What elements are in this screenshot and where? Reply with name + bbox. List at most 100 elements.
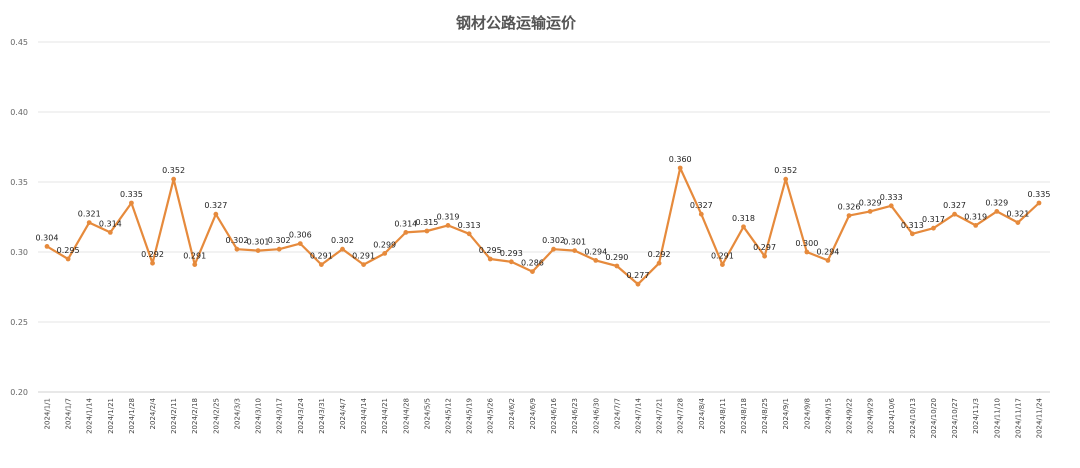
data-label: 0.319 [437,212,460,221]
data-label: 0.319 [964,212,987,221]
data-label: 0.291 [352,252,375,261]
x-tick-label: 2024/7/28 [677,398,685,434]
data-point [677,165,683,171]
data-point [783,176,789,182]
data-point [846,213,852,219]
data-point [466,231,472,237]
data-point [403,230,409,235]
data-label: 0.326 [838,203,861,212]
data-label: 0.313 [901,221,924,230]
data-label: 0.329 [859,198,882,207]
x-tick-label: 2024/6/16 [550,397,558,433]
x-tick-label: 2024/10/13 [909,398,917,438]
x-tick-label: 2024/8/4 [698,397,706,429]
data-point [1036,200,1042,206]
data-point [107,230,113,235]
data-label: 0.294 [816,247,839,256]
x-tick-label: 2024/5/5 [423,398,431,429]
x-tick-label: 2024/11/3 [972,398,980,434]
data-label: 0.302 [542,236,565,245]
x-tick-label: 2024/2/18 [191,398,199,434]
data-label: 0.327 [943,201,966,210]
data-label: 0.321 [1006,210,1029,219]
x-tick-label: 2024/3/17 [276,398,284,434]
x-tick-label: 2024/10/20 [930,398,938,438]
data-point [1015,220,1021,226]
x-tick-label: 2024/10/27 [951,398,959,438]
x-tick-label: 2024/8/18 [740,398,748,434]
data-label: 0.293 [500,249,523,258]
data-label: 0.295 [479,246,502,255]
data-label: 0.277 [627,271,650,280]
x-tick-label: 2024/3/3 [233,398,241,429]
x-tick-label: 2024/11/10 [993,398,1001,438]
x-tick-label: 2024/9/22 [846,398,854,434]
data-label: 0.302 [331,236,354,245]
data-label: 0.318 [732,214,755,223]
x-tick-label: 2024/7/14 [634,397,642,433]
data-label: 0.295 [57,246,80,255]
data-label: 0.333 [880,193,903,202]
x-tick-label: 2024/3/24 [297,397,305,433]
series-line [46,166,1040,286]
data-label: 0.317 [922,215,945,224]
x-tick-label: 2024/1/21 [107,398,115,434]
y-axis-ticks: 0.20 0.25 0.30 0.35 0.40 0.45 [10,38,28,397]
data-point [551,246,556,252]
data-point [973,223,979,228]
data-point [593,258,599,263]
data-point [340,246,345,252]
data-points [44,165,1042,287]
data-label: 0.302 [268,236,291,245]
data-point [276,246,282,252]
data-point [255,248,261,254]
chart-title: 钢材公路运输运价 [456,14,577,32]
data-point [487,256,493,262]
data-point [424,228,430,234]
x-tick-label: 2024/2/25 [212,398,220,434]
x-tick-label: 2024/10/6 [888,397,896,433]
data-point [698,211,704,217]
data-point [614,263,620,269]
data-point [508,259,514,265]
y-tick-label: 0.30 [10,248,28,257]
data-label: 0.321 [78,210,101,219]
data-point [234,246,240,252]
x-tick-label: 2024/9/1 [782,398,790,429]
data-point [44,244,50,249]
gridlines [38,41,1050,393]
data-label: 0.302 [226,236,249,245]
x-tick-label: 2024/5/26 [487,397,495,433]
data-point [909,231,915,237]
data-label: 0.315 [415,218,438,227]
x-tick-label: 2024/4/21 [381,398,389,434]
x-tick-label: 2024/4/14 [360,397,368,433]
data-point [572,248,578,254]
x-tick-label: 2024/11/24 [1036,397,1044,438]
data-label: 0.291 [183,252,206,261]
x-tick-label: 2024/6/23 [571,398,579,434]
data-point [635,281,641,287]
data-point [445,223,451,228]
data-label: 0.313 [458,221,481,230]
data-label: 0.300 [795,239,818,248]
data-point [297,241,303,247]
data-label: 0.306 [289,231,312,240]
x-tick-label: 2024/1/28 [128,398,136,434]
x-axis-ticks: 2024/1/1 2024/1/7 2024/1/14 2024/1/21 2024/1… [44,397,1044,438]
x-tick-label: 2024/9/29 [867,398,875,434]
data-point [213,211,219,217]
x-tick-label: 2024/3/31 [318,398,326,434]
x-tick-label: 2024/6/9 [529,398,537,429]
data-label: 0.299 [373,240,396,249]
data-point [361,262,366,267]
data-label: 0.327 [204,201,227,210]
data-point [741,224,746,230]
data-label: 0.301 [563,238,586,247]
y-tick-label: 0.25 [10,318,28,327]
x-tick-label: 2024/6/2 [508,398,516,429]
data-point [171,176,177,182]
data-point [952,211,957,217]
x-tick-label: 2024/5/19 [466,398,474,434]
